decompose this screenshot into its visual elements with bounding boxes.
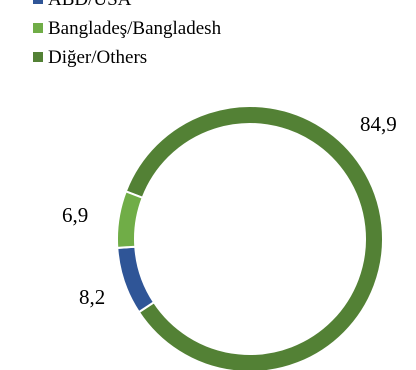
legend-label-others: Diğer/Others [48, 47, 148, 68]
data-label-others: 84,9 [360, 112, 397, 136]
legend-label-usa: ABD/USA [48, 0, 131, 14]
donut-slice-0 [124, 105, 384, 370]
donut-slices [116, 105, 384, 370]
legend-label-bangladesh: Bangladeş/Bangladesh [48, 18, 222, 39]
legend-swatch-usa [33, 0, 43, 4]
legend-swatch-bangladesh [33, 23, 43, 33]
donut-slice-1 [116, 245, 156, 314]
data-label-usa: 8,2 [79, 285, 105, 309]
legend-swatch-others [33, 52, 43, 62]
donut-slice-2 [116, 190, 144, 249]
data-label-bangladesh: 6,9 [62, 203, 88, 227]
